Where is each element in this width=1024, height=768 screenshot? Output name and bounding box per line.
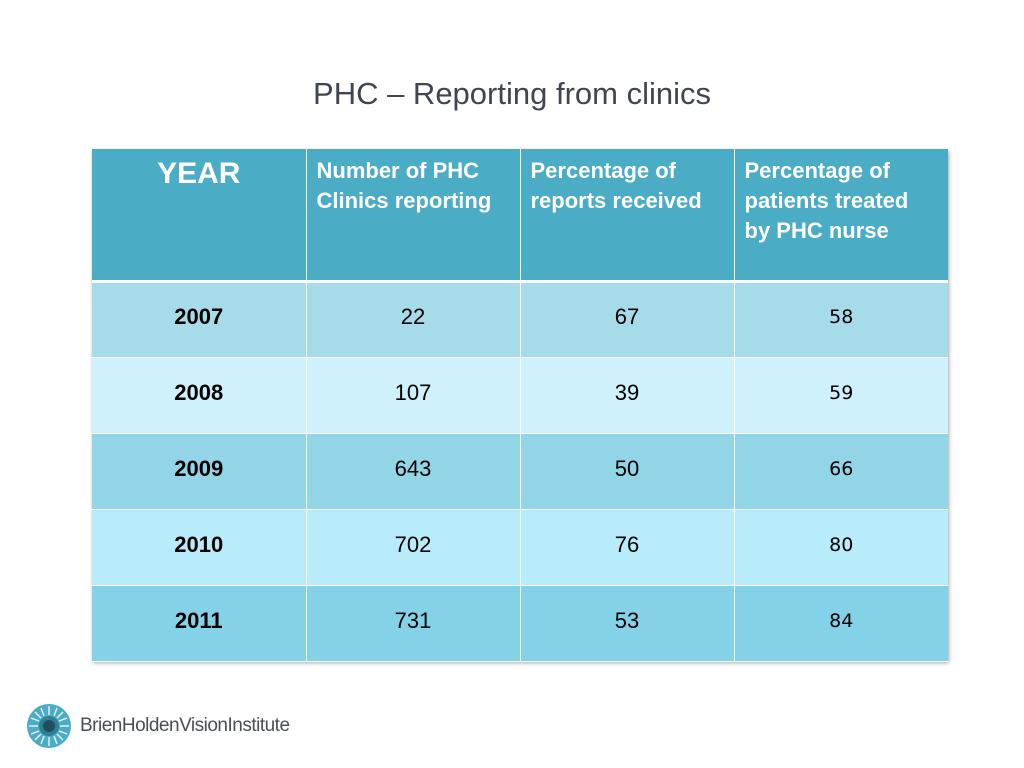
cell-clinics: 731 <box>306 585 521 662</box>
cell-nurse-pct: 84 <box>734 585 948 662</box>
slide-title: PHC – Reporting from clinics <box>313 76 711 111</box>
table-row: 2011 731 53 84 <box>92 585 948 662</box>
cell-clinics: 643 <box>306 433 521 510</box>
cell-reports-pct: 53 <box>520 585 735 662</box>
cell-year: 2008 <box>92 357 307 434</box>
cell-year: 2009 <box>92 433 307 510</box>
cell-reports-pct: 67 <box>520 281 735 358</box>
cell-clinics: 702 <box>306 509 521 586</box>
cell-clinics: 22 <box>306 281 521 358</box>
cell-nurse-pct: 58 <box>734 281 948 358</box>
cell-year: 2007 <box>92 281 307 358</box>
cell-year: 2010 <box>92 509 307 586</box>
header-clinics: Number of PHC Clinics reporting <box>306 149 521 283</box>
table-row: 2007 22 67 58 <box>92 281 948 358</box>
logo-text-brand: BrienHolden <box>80 715 180 736</box>
header-nurse-pct: Percentage of patients treated by PHC nu… <box>734 149 948 283</box>
eye-logo-icon <box>27 704 71 748</box>
table-row: 2010 702 76 80 <box>92 509 948 586</box>
cell-reports-pct: 50 <box>520 433 735 510</box>
table-row: 2008 107 39 59 <box>92 357 948 434</box>
table-row: 2009 643 50 66 <box>92 433 948 510</box>
cell-nurse-pct: 66 <box>734 433 948 510</box>
header-reports-pct: Percentage of reports received <box>520 149 735 283</box>
logo-wordmark: BrienHoldenVisionInstitute <box>80 715 290 737</box>
cell-clinics: 107 <box>306 357 521 434</box>
cell-reports-pct: 76 <box>520 509 735 586</box>
cell-year: 2011 <box>92 585 307 662</box>
data-table: YEAR Number of PHC Clinics reporting Per… <box>92 149 948 662</box>
logo-text-institute: VisionInstitute <box>179 715 290 736</box>
table-header-row: YEAR Number of PHC Clinics reporting Per… <box>92 149 948 283</box>
cell-nurse-pct: 59 <box>734 357 948 434</box>
institute-logo: BrienHoldenVisionInstitute <box>26 702 290 750</box>
cell-reports-pct: 39 <box>520 357 735 434</box>
data-table-container: YEAR Number of PHC Clinics reporting Per… <box>92 149 948 662</box>
cell-nurse-pct: 80 <box>734 509 948 586</box>
header-year: YEAR <box>92 149 307 283</box>
